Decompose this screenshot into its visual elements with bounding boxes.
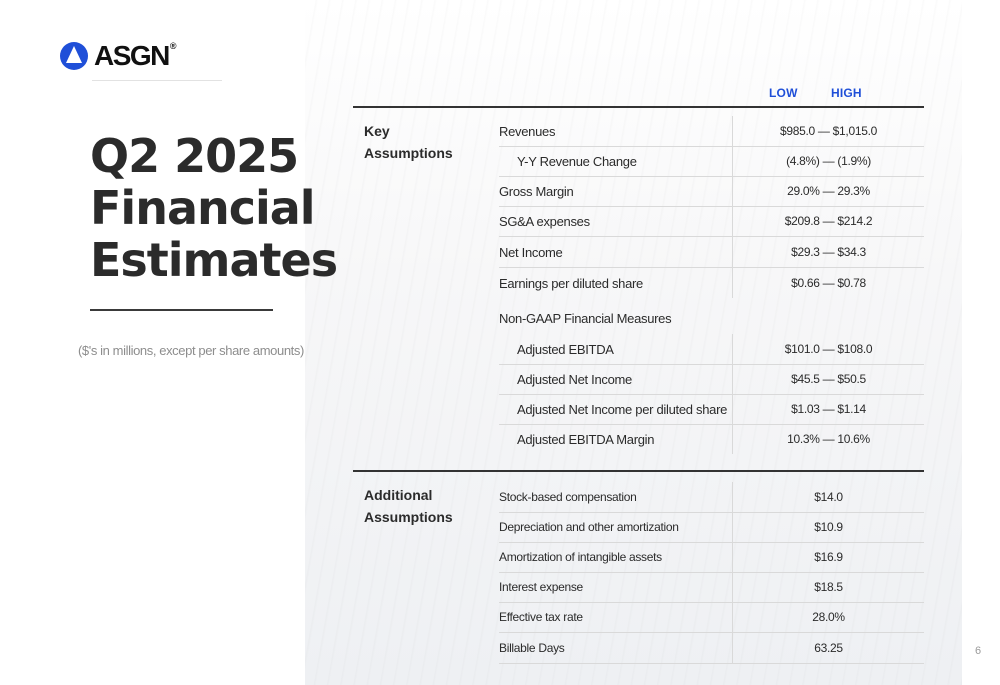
section-label-additional-assumptions: Additional Assumptions [364,487,453,525]
column-header-low: LOW [769,86,798,100]
row-label: Adjusted Net Income per diluted share [517,401,728,417]
row-label: Depreciation and other amortization [499,520,679,534]
table-background-panel [305,0,962,685]
table-row: Adjusted EBITDA $101.0 — $108.0 [499,334,924,365]
row-value: $16.9 [732,542,924,572]
table-row: Adjusted Net Income $45.5 — $50.5 [499,364,924,395]
row-value: 63.25 [732,633,924,663]
non-gaap-header: Non-GAAP Financial Measures [499,303,924,333]
table-row: Revenues $985.0 — $1,015.0 [499,116,924,147]
table-row: Adjusted EBITDA Margin 10.3% — 10.6% [499,424,924,454]
row-label: Net Income [499,244,563,260]
section-divider [353,470,924,472]
row-value: $0.66 — $0.78 [732,268,924,298]
column-header-high: HIGH [831,86,862,100]
title-line: Estimates [90,233,338,287]
row-label: SG&A expenses [499,213,590,229]
row-value: $1.03 — $1.14 [732,394,924,424]
title-divider [90,309,273,311]
table-row: SG&A expenses $209.8 — $214.2 [499,206,924,237]
row-label: Adjusted Net Income [517,371,632,387]
row-label: Adjusted EBITDA [517,341,614,357]
logo-divider [92,80,222,81]
section-label-key-assumptions: Key Assumptions [364,123,453,161]
table-row: Effective tax rate 28.0% [499,602,924,633]
table-row: Adjusted Net Income per diluted share $1… [499,394,924,425]
row-label: Amortization of intangible assets [499,550,662,564]
row-value: $18.5 [732,572,924,602]
units-note: ($'s in millions, except per share amoun… [78,343,304,358]
table-row: Amortization of intangible assets $16.9 [499,542,924,573]
row-label: Stock-based compensation [499,490,637,504]
row-value: $101.0 — $108.0 [732,334,924,364]
table-row: Earnings per diluted share $0.66 — $0.78 [499,268,924,298]
row-value: $10.9 [732,512,924,542]
row-value: $985.0 — $1,015.0 [732,116,924,146]
row-label: Effective tax rate [499,610,583,624]
table-row: Gross Margin 29.0% — 29.3% [499,176,924,207]
logo-mark-icon [60,42,88,70]
row-label: Billable Days [499,641,565,655]
row-value: 28.0% [732,602,924,632]
row-value: 10.3% — 10.6% [732,424,924,454]
table-row: Interest expense $18.5 [499,572,924,603]
row-value: $14.0 [732,482,924,512]
header-divider [353,106,924,108]
row-label: Adjusted EBITDA Margin [517,431,655,447]
row-value: (4.8%) — (1.9%) [732,146,924,176]
row-value: 29.0% — 29.3% [732,176,924,206]
table-row: Billable Days 63.25 [499,633,924,664]
table-row: Stock-based compensation $14.0 [499,482,924,513]
row-label: Gross Margin [499,183,574,199]
row-value: $45.5 — $50.5 [732,364,924,394]
row-value: $209.8 — $214.2 [732,206,924,236]
table-row: Depreciation and other amortization $10.… [499,512,924,543]
asgn-logo: ASGN® [60,40,177,72]
row-label: Interest expense [499,580,583,594]
page-title: Q2 2025 Financial Estimates [90,129,338,286]
title-line: Q2 2025 [90,129,299,183]
logo-wordmark: ASGN® [94,40,177,71]
table-row: Net Income $29.3 — $34.3 [499,237,924,268]
row-label: Y-Y Revenue Change [517,153,637,169]
row-label: Earnings per diluted share [499,275,643,291]
table-row: Y-Y Revenue Change (4.8%) — (1.9%) [499,146,924,177]
title-line: Financial [90,181,316,235]
row-value: $29.3 — $34.3 [732,237,924,267]
row-label: Revenues [499,123,556,139]
page-number: 6 [975,645,982,657]
row-label: Non-GAAP Financial Measures [499,310,672,326]
